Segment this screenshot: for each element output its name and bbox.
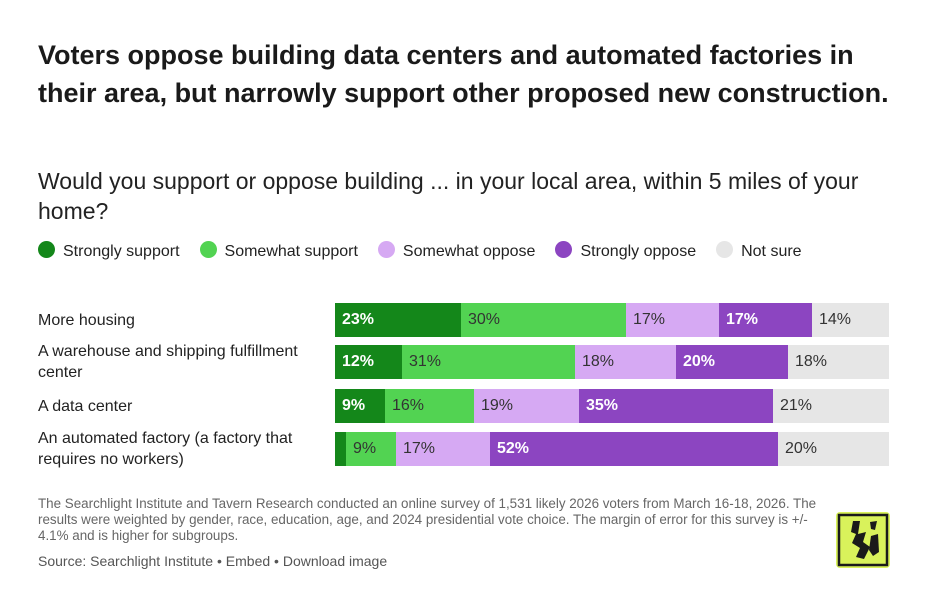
- bar-segment: 23%: [335, 303, 461, 337]
- data-label: 19%: [481, 397, 514, 414]
- data-label: 14%: [819, 311, 852, 328]
- bar-segment: 17%: [719, 303, 812, 337]
- bar-segment: 35%: [579, 389, 773, 423]
- data-label: 21%: [780, 397, 813, 414]
- legend-swatch-icon: [377, 241, 395, 258]
- data-label: 31%: [409, 353, 442, 370]
- bar-segment: 30%: [461, 303, 626, 337]
- data-label: 17%: [726, 311, 759, 328]
- legend-swatch-icon: [38, 241, 55, 258]
- source-text: Source: Searchlight Institute: [38, 553, 214, 569]
- legend-item: Somewhat support: [199, 241, 358, 260]
- legend-label: Somewhat oppose: [402, 243, 536, 260]
- source-separator: •: [213, 553, 226, 569]
- bar-segment: 17%: [626, 303, 719, 337]
- stacked-bar: 12% 31% 18% 20% 18%: [335, 345, 889, 379]
- bar-segment: 31%: [402, 345, 575, 379]
- data-label: 23%: [342, 311, 375, 328]
- bar-segment: 17%: [396, 432, 490, 466]
- bar-segment: 9%: [335, 389, 385, 423]
- legend-item: Not sure: [716, 241, 802, 260]
- data-label: 35%: [586, 397, 619, 414]
- bar-segment: 19%: [474, 389, 579, 423]
- publisher-logo: [836, 512, 890, 568]
- legend-swatch-icon: [716, 241, 734, 258]
- legend-item: Strongly support: [38, 241, 180, 260]
- data-label: 30%: [468, 311, 501, 328]
- bar-segment: 20%: [778, 432, 889, 466]
- data-label: 9%: [342, 397, 366, 414]
- stacked-bar: 9% 16% 19% 35% 21%: [335, 389, 889, 423]
- category-label: A warehouse and shipping fulfillment cen…: [38, 343, 298, 381]
- legend-label: Somewhat support: [224, 243, 358, 260]
- data-label: 9%: [353, 440, 377, 457]
- category-label: More housing: [38, 311, 135, 329]
- chart-subtitle: Would you support or oppose building ...…: [38, 168, 859, 224]
- source-separator: •: [274, 553, 283, 569]
- data-label: 20%: [683, 353, 716, 370]
- legend-label: Not sure: [741, 243, 802, 260]
- chart-legend: Strongly support Somewhat support Somewhat…: [38, 238, 898, 266]
- data-label: 12%: [342, 353, 375, 370]
- data-label: 18%: [795, 353, 828, 370]
- searchlight-logo-icon: [837, 513, 889, 567]
- bar-segment: 52%: [490, 432, 778, 466]
- embed-link[interactable]: Embed: [225, 553, 271, 569]
- bar-segment: 16%: [385, 389, 474, 423]
- bar-segment: 12%: [335, 345, 402, 379]
- legend-item: Somewhat oppose: [377, 241, 536, 260]
- legend-swatch-icon: [199, 241, 217, 258]
- category-label: An automated factory (a factory that req…: [38, 430, 293, 468]
- data-label: 18%: [582, 353, 615, 370]
- bar-segment: [335, 432, 346, 466]
- bar-segment: 20%: [676, 345, 788, 379]
- stacked-bar: 23% 30% 17% 17% 14%: [335, 303, 889, 337]
- stacked-bar: 9% 17% 52% 20%: [335, 432, 889, 466]
- source-line: Source: Searchlight Institute • Embed • …: [38, 553, 387, 569]
- legend-swatch-icon: [555, 241, 573, 258]
- methodology-note: The Searchlight Institute and Tavern Res…: [38, 496, 817, 543]
- legend-item: Strongly oppose: [555, 241, 697, 260]
- bar-segment: 14%: [812, 303, 889, 337]
- bar-segment: 18%: [788, 345, 889, 379]
- bar-segment: 21%: [773, 389, 889, 423]
- data-label: 17%: [633, 311, 666, 328]
- data-label: 52%: [497, 440, 530, 457]
- data-label: 20%: [785, 440, 818, 457]
- chart-title: Voters oppose building data centers and …: [38, 40, 889, 108]
- bar-segment: 18%: [575, 345, 676, 379]
- download-image-link[interactable]: Download image: [282, 553, 388, 569]
- category-label: A data center: [38, 397, 133, 415]
- data-label: 16%: [392, 397, 425, 414]
- legend-label: Strongly support: [63, 243, 180, 260]
- data-label: 17%: [403, 440, 436, 457]
- bar-segment: 9%: [346, 432, 396, 466]
- legend-label: Strongly oppose: [580, 243, 697, 260]
